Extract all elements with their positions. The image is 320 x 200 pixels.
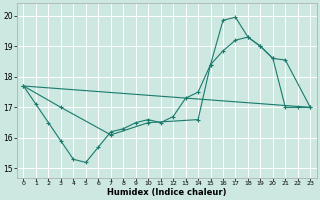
X-axis label: Humidex (Indice chaleur): Humidex (Indice chaleur) — [107, 188, 227, 197]
